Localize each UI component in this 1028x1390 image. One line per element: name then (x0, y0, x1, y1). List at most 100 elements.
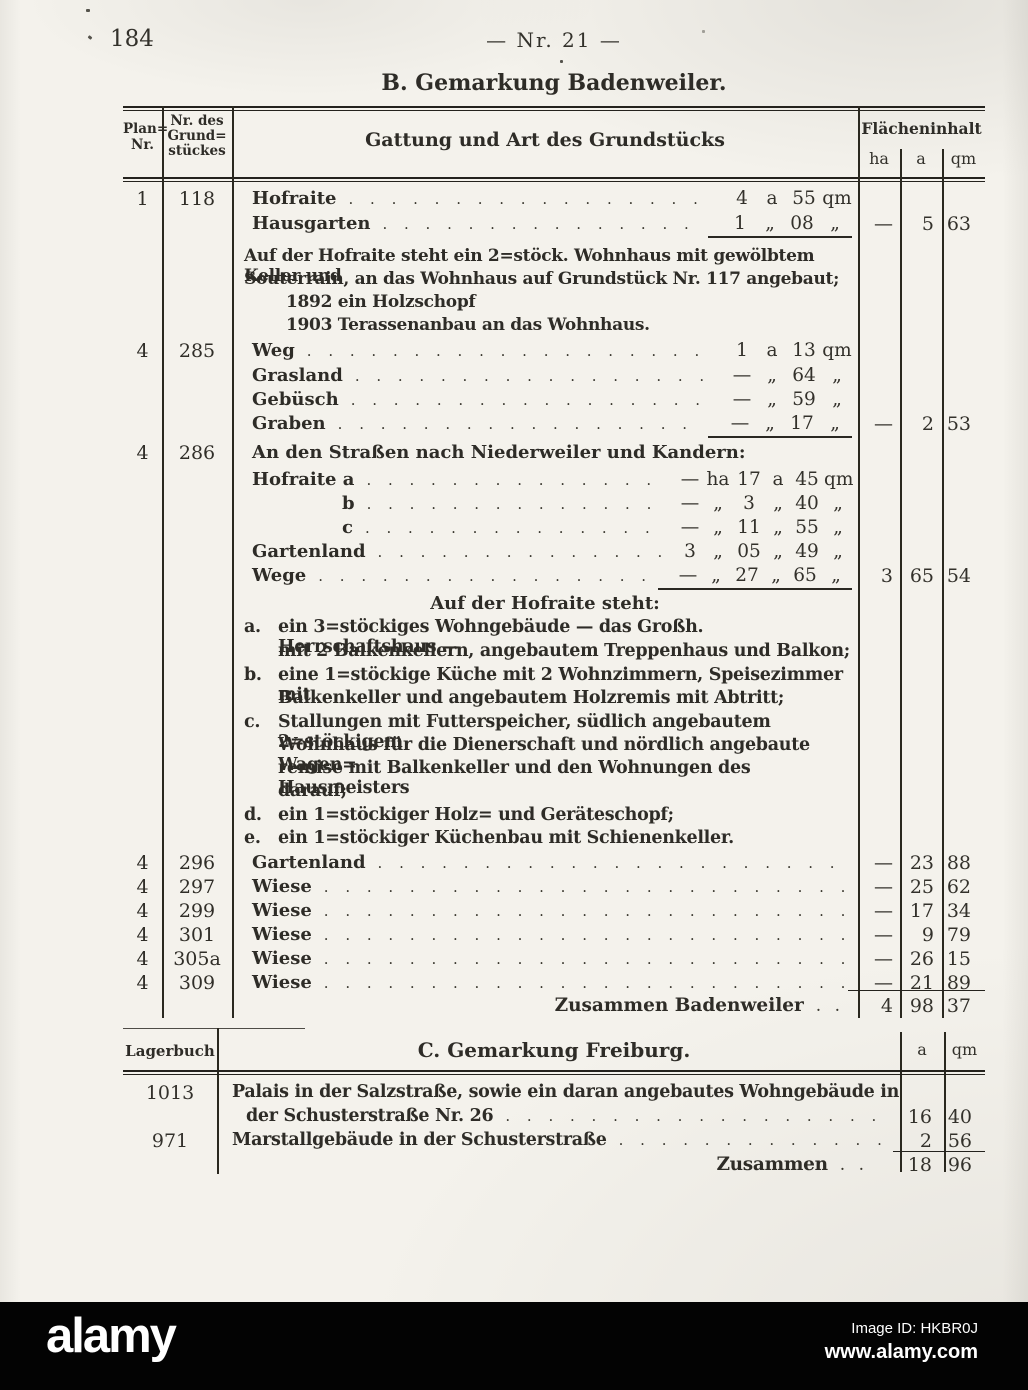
value-segment: 65 (793, 565, 817, 586)
value-segment: — (732, 365, 752, 386)
value-segment: 08 (790, 213, 814, 234)
unit-header-a: a (916, 149, 926, 168)
row-total: — 25 62 (858, 876, 985, 898)
list-text: ein 3=stöckiges Wohngebäude — das Großh.… (278, 617, 704, 657)
row-label: Weg (252, 340, 295, 361)
column-divider (900, 149, 902, 1018)
value-segment: 55 (795, 517, 819, 538)
table-rule (123, 1074, 985, 1075)
row-values: — „ 64 „ (726, 365, 852, 386)
row-label: Grasland (252, 365, 343, 386)
value-segment: 18 (907, 1154, 932, 1176)
value-segment: „ (831, 565, 841, 586)
sum-dots: . . (815, 996, 844, 1016)
list-letter: e. (244, 828, 261, 848)
value-segment: — (680, 469, 700, 490)
dot-leader (324, 877, 848, 896)
lagerbuch-nr: 971 (151, 1130, 189, 1152)
value-segment: „ (767, 389, 777, 410)
column-header-grund-line: Nr. des (170, 113, 224, 129)
table-rule (123, 110, 985, 111)
page-number: 184 (110, 26, 154, 52)
dot-leader (367, 494, 666, 513)
sum-total: 4 98 37 (858, 995, 985, 1017)
grundstueck-nr: 118 (178, 188, 216, 210)
value-segment: 11 (737, 517, 761, 538)
table-row: Wege — „ 27 „ 65 „ (232, 565, 858, 591)
value-segment: — (874, 972, 893, 994)
value-segment: 05 (737, 541, 761, 562)
row-values: 3 „ 05 „ 49 „ (676, 541, 852, 562)
value-segment: — (678, 565, 698, 586)
list-text: Wohnhaus für die Dienerschaft und nördli… (278, 735, 810, 775)
value-segment: — (730, 413, 750, 434)
value-segment: — (680, 517, 700, 538)
list-letter: a. (244, 617, 261, 637)
value-segment: qm (822, 340, 852, 361)
value-segment: „ (713, 517, 723, 538)
sum-dots: . . (839, 1155, 868, 1175)
value-segment: 55 (792, 188, 816, 209)
value-segment: 45 (795, 469, 819, 490)
table-row: Grasland — „ 64 „ (232, 365, 858, 391)
page-center-header: — Nr. 21 — (486, 28, 622, 52)
table-row: Graben — „ 17 „ (232, 413, 858, 439)
table-rule (123, 177, 985, 179)
value-segment: 13 (792, 340, 816, 361)
row-values: — ha 17 a 45 qm (676, 469, 854, 490)
dot-leader (382, 214, 698, 233)
dot-leader (324, 949, 848, 968)
value-segment: 88 (946, 852, 971, 874)
plan-nr: 4 (136, 340, 149, 362)
value-segment: 37 (946, 995, 971, 1017)
dot-leader (349, 189, 716, 208)
column-header-plan-line: Plan= (123, 121, 169, 137)
value-segment: 49 (795, 541, 819, 562)
value-segment: 2 (919, 1130, 932, 1152)
table-row: Palais in der Salzstraße, sowie ein dara… (232, 1082, 899, 1102)
value-segment: 65 (909, 565, 934, 587)
table-row: b — „ 3 „ 40 „ (232, 493, 858, 519)
note-line: 1903 Terassenanbau an das Wohnhaus. (286, 315, 650, 335)
table-row: Wiese (232, 876, 858, 902)
value-segment: 17 (737, 469, 761, 490)
lagerbuch-nr: 1013 (145, 1082, 195, 1104)
dot-leader (324, 901, 848, 920)
unit-header-qm: qm (951, 1040, 978, 1059)
value-segment: 63 (946, 213, 971, 235)
row-label: b (342, 493, 355, 514)
column-divider (942, 149, 944, 1018)
table-rule (123, 106, 985, 108)
plan-nr: 4 (136, 972, 149, 994)
watermark-info: Image ID: HKBR0J www.alamy.com (825, 1320, 978, 1364)
watermark-bar (0, 1302, 1028, 1390)
value-segment: — (680, 493, 700, 514)
value-segment: 16 (907, 1106, 932, 1128)
table-row: der Schusterstraße Nr. 26 (232, 1106, 892, 1126)
value-segment: 79 (946, 924, 971, 946)
column-divider (162, 106, 164, 1018)
scan-artifact (702, 30, 705, 33)
row-label: Hausgarten (252, 213, 371, 234)
row-heading: An den Straßen nach Niederweiler und Kan… (232, 442, 858, 468)
list-text: remise mit Balkenkeller und den Wohnunge… (278, 758, 751, 798)
unit-header-a: a (917, 1040, 927, 1059)
value-segment: — (874, 900, 893, 922)
row-values: — „ 3 „ 40 „ (676, 493, 852, 514)
value-segment: „ (711, 565, 721, 586)
column-header-gattung: Gattung und Art des Grundstücks (365, 129, 725, 151)
note-line: 1892 ein Holzschopf (286, 292, 476, 312)
value-segment: „ (832, 389, 842, 410)
value-segment: 2 (921, 413, 934, 435)
value-segment: 96 (947, 1154, 972, 1176)
dot-leader (324, 973, 848, 992)
dot-leader (307, 341, 716, 360)
list-text: eine 1=stöckige Küche mit 2 Wohnzimmern,… (278, 665, 843, 705)
alamy-url-text: www.alamy.com (824, 1341, 978, 1363)
row-text: Marstallgebäude in der Schusterstraße (232, 1130, 607, 1150)
value-segment: „ (830, 413, 840, 434)
value-segment: 3 (880, 565, 893, 587)
value-segment: „ (833, 517, 843, 538)
plan-nr: 4 (136, 900, 149, 922)
